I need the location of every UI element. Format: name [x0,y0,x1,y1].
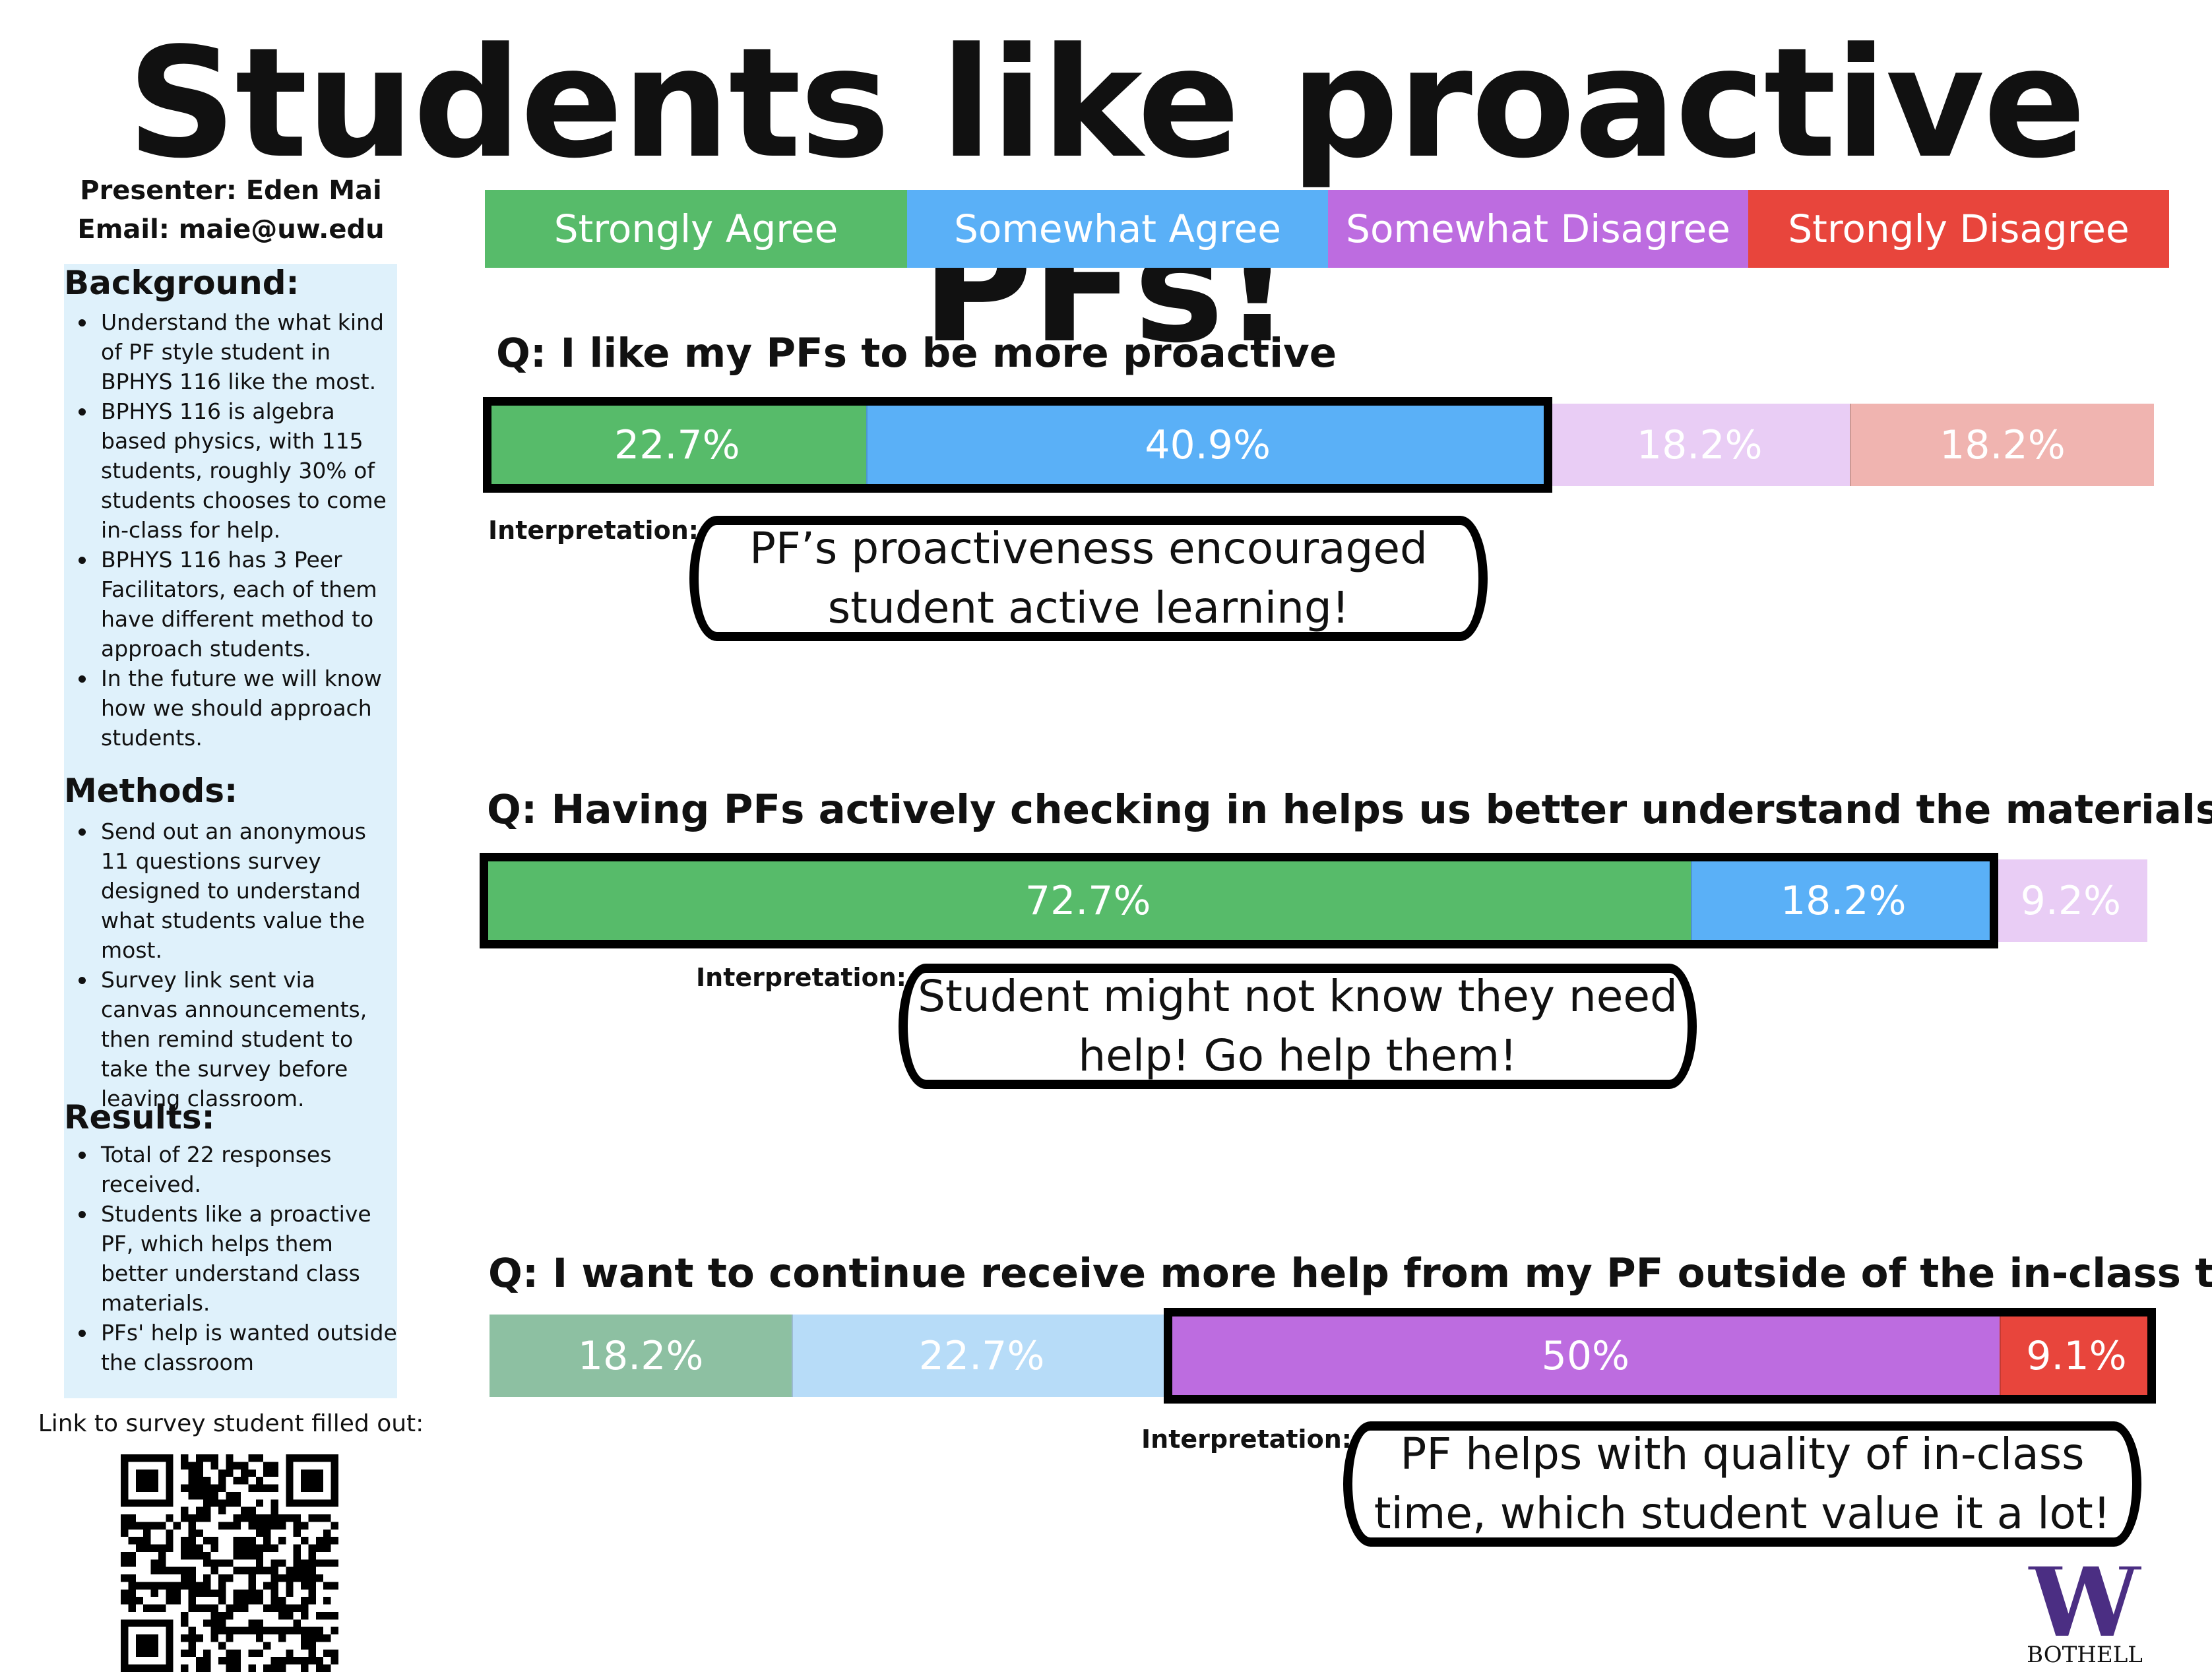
legend-item-strongly-disagree: Strongly Disagree [1748,190,2169,268]
interpretation-label: Interpretation: [488,516,699,545]
background-heading: Background: [64,264,300,302]
bar-segment: 9.2% [1993,859,2147,942]
list-item: Understand the what kind of PF style stu… [79,307,398,396]
list-item: Survey link sent via canvas announcement… [79,965,398,1113]
sidebar-panel: Background: Understand the what kind of … [64,264,397,1398]
qr-code-icon[interactable] [121,1454,338,1672]
bar-segment: 22.7% [488,404,866,486]
bar-value-label: 18.2% [1780,877,1907,924]
bar-segment: 18.2% [490,1315,792,1397]
bar-value-label: 22.7% [918,1332,1045,1379]
bar-segment: 18.2% [1849,404,2154,486]
bar-segment: 40.9% [866,404,1548,486]
highlight-frame [483,397,1552,493]
question-2-bar: 72.7% 18.2% 9.2% [480,853,2147,948]
legend-label: Strongly Disagree [1788,206,2130,251]
svg-text:W: W [2028,1566,2142,1659]
presenter-email: Email: maie@uw.edu [77,214,385,245]
list-item: Send out an anonymous 11 questions surve… [79,817,398,965]
legend-label: Somewhat Disagree [1346,206,1730,251]
question-3-bar: 18.2% 22.7% 50% 9.1% [490,1308,2156,1404]
legend-item-somewhat-agree: Somewhat Agree [907,190,1328,268]
methods-heading: Methods: [64,772,238,810]
list-item: Total of 22 responses received. [79,1140,398,1199]
interpretation-text: PF’s proactiveness encouraged student ac… [749,523,1428,633]
methods-list: Send out an anonymous 11 questions surve… [64,817,398,1113]
legend-item-somewhat-disagree: Somewhat Disagree [1328,190,1748,268]
question-2-title: Q: Having PFs actively checking in helps… [487,786,2212,833]
list-item: Students like a proactive PF, which help… [79,1199,398,1318]
interpretation-text: PF helps with quality of in-class time, … [1374,1429,2111,1539]
list-item: BPHYS 116 has 3 Peer Facilitators, each … [79,545,398,664]
legend-label: Strongly Agree [553,206,838,251]
bar-segment: 9.1% [1999,1315,2152,1397]
interpretation-text: Student might not know they need help! G… [918,971,1678,1081]
bar-segment: 72.7% [485,859,1691,942]
bar-value-label: 22.7% [614,421,740,468]
bar-segment: 18.2% [1546,404,1851,486]
list-item: In the future we will know how we should… [79,664,398,753]
legend-label: Somewhat Agree [954,206,1281,251]
legend-item-strongly-agree: Strongly Agree [485,190,907,268]
interpretation-box-3: PF helps with quality of in-class time, … [1343,1421,2141,1547]
bar-value-label: 40.9% [1145,421,1271,468]
bar-segment: 22.7% [792,1315,1170,1397]
interpretation-box-1: PF’s proactiveness encouraged student ac… [689,516,1488,641]
bar-segment: 18.2% [1691,859,1995,942]
bar-value-label: 9.1% [2026,1332,2127,1379]
bar-value-label: 9.2% [2020,877,2122,924]
question-1-bar: 22.7% 40.9% 18.2% 18.2% [483,397,2154,493]
uw-bothell-logo: W BOTHELL [2027,1566,2143,1665]
bar-value-label: 72.7% [1025,877,1151,924]
survey-link-label: Link to survey student filled out: [38,1410,424,1437]
question-1-title: Q: I like my PFs to be more proactive [496,330,1337,377]
highlight-frame [480,853,1999,948]
results-list: Total of 22 responses received. Students… [64,1140,398,1377]
legend: Strongly Agree Somewhat Agree Somewhat D… [485,190,2169,268]
interpretation-box-2: Student might not know they need help! G… [899,964,1697,1089]
background-list: Understand the what kind of PF style stu… [64,307,398,753]
interpretation-label: Interpretation: [1141,1425,1352,1454]
svg-text:BOTHELL: BOTHELL [2027,1642,2143,1665]
interpretation-label: Interpretation: [696,963,906,992]
highlight-frame [1163,1308,2156,1404]
list-item: BPHYS 116 is algebra based physics, with… [79,396,398,545]
results-heading: Results: [64,1098,215,1136]
bar-value-label: 18.2% [1940,421,2066,468]
list-item: PFs' help is wanted outside the classroo… [79,1318,398,1377]
question-3-title: Q: I want to continue receive more help … [488,1250,2212,1297]
bar-segment: 50% [1168,1315,2001,1397]
bar-value-label: 18.2% [1636,421,1763,468]
bar-value-label: 18.2% [577,1332,704,1379]
presenter-name: Presenter: Eden Mai [80,175,382,206]
bar-value-label: 50% [1541,1332,1630,1379]
